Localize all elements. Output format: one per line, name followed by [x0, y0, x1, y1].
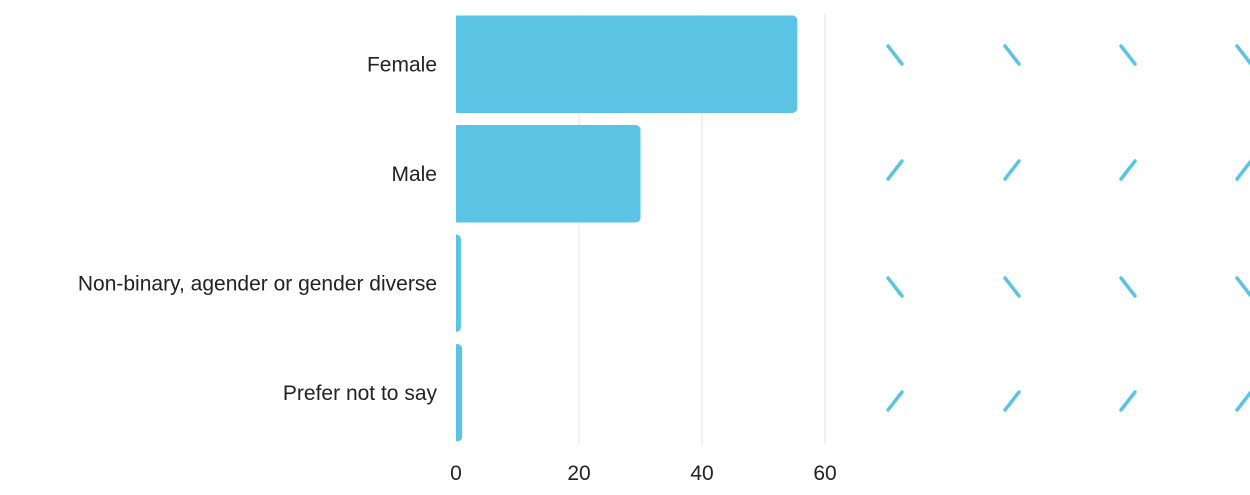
decor-dash-2-3: [1235, 276, 1250, 298]
decor-dash-0-1: [1003, 44, 1021, 66]
x-tick-label-2: 40: [690, 462, 713, 485]
category-label-0: Female: [367, 53, 437, 76]
decor-dash-1-1: [1003, 159, 1021, 181]
decor-dash-3-3: [1235, 390, 1250, 412]
bar-0: [452, 15, 798, 113]
category-label-1: Male: [391, 163, 437, 186]
decor-dash-3-1: [1003, 390, 1021, 412]
decor-dash-0-2: [1119, 44, 1137, 66]
x-tick-label-3: 60: [813, 462, 836, 485]
decor-dash-3-0: [886, 390, 904, 412]
decor-dash-2-2: [1119, 276, 1137, 298]
decor-dash-2-1: [1003, 276, 1021, 298]
decor-dash-1-2: [1119, 159, 1137, 181]
x-tick-label-1: 20: [567, 462, 590, 485]
decor-dash-3-2: [1119, 390, 1137, 412]
axis-edge-mask: [450, 14, 456, 444]
bars: [450, 14, 798, 444]
decor-dash-0-3: [1235, 44, 1250, 66]
category-labels: Female Male Non-binary, agender or gender …: [78, 53, 438, 405]
decorative-pattern: [886, 44, 1250, 412]
bar-1: [452, 125, 641, 223]
decor-dash-1-0: [886, 159, 904, 181]
decor-dash-0-0: [886, 44, 904, 66]
decor-dash-2-0: [886, 276, 904, 298]
x-tick-label-0: 0: [450, 462, 462, 485]
decor-dash-1-3: [1235, 159, 1250, 181]
category-label-2: Non-binary, agender or gender diverse: [78, 272, 437, 295]
x-axis-ticks: 0 20 40 60: [450, 462, 837, 485]
category-label-3: Prefer not to say: [283, 382, 438, 405]
